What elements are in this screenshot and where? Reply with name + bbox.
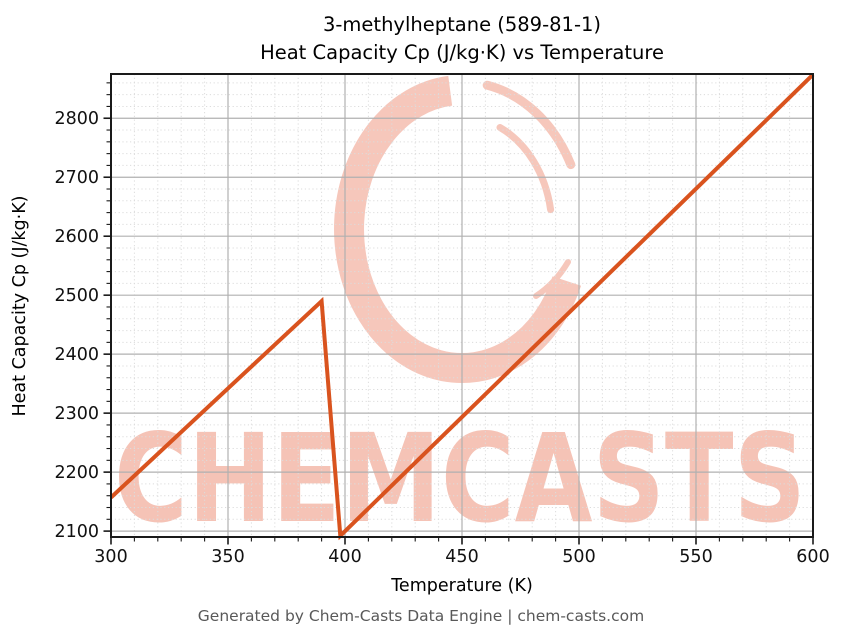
y-tick-label: 2400 — [54, 345, 99, 365]
footer-text: Generated by Chem-Casts Data Engine | ch… — [198, 607, 644, 625]
y-tick-label: 2200 — [54, 463, 99, 483]
y-tick-label: 2600 — [54, 227, 99, 247]
x-tick-label: 300 — [94, 547, 127, 567]
y-tick-label: 2500 — [54, 286, 99, 306]
cp-vs-temperature-line — [109, 73, 815, 541]
x-tick-label: 400 — [328, 547, 361, 567]
x-tick-label: 350 — [211, 547, 244, 567]
watermark-logo-circle-icon — [334, 75, 582, 384]
x-axis-label: Temperature (K) — [390, 576, 533, 596]
x-tick-label: 550 — [679, 547, 712, 567]
y-tick-label: 2800 — [54, 109, 99, 129]
y-tick-label: 2300 — [54, 404, 99, 424]
x-tick-labels: 300 350 400 450 500 550 600 — [94, 547, 829, 567]
watermark-logo-outer-swoosh-icon — [482, 80, 576, 170]
watermark-text: CHEMCASTS — [114, 408, 806, 550]
watermark-logo-tail-icon — [533, 259, 571, 299]
data-series — [109, 73, 815, 541]
minor-gridlines — [111, 74, 813, 537]
x-tick-label: 600 — [796, 547, 829, 567]
axis-ticks — [103, 82, 814, 545]
y-tick-labels: 2100 2200 2300 2400 2500 2600 2700 2800 — [54, 109, 99, 542]
watermark-logo-inner-swoosh-icon — [496, 124, 555, 214]
chart-title-line2: Heat Capacity Cp (J/kg·K) vs Temperature — [260, 41, 664, 64]
y-tick-label: 2700 — [54, 168, 99, 188]
x-tick-label: 500 — [562, 547, 595, 567]
y-axis-label: Heat Capacity Cp (J/kg·K) — [10, 196, 30, 417]
watermark: CHEMCASTS — [114, 75, 806, 550]
y-tick-label: 2100 — [54, 522, 99, 542]
x-tick-label: 450 — [445, 547, 478, 567]
chart-title-line1: 3-methylheptane (589-81-1) — [323, 13, 601, 36]
